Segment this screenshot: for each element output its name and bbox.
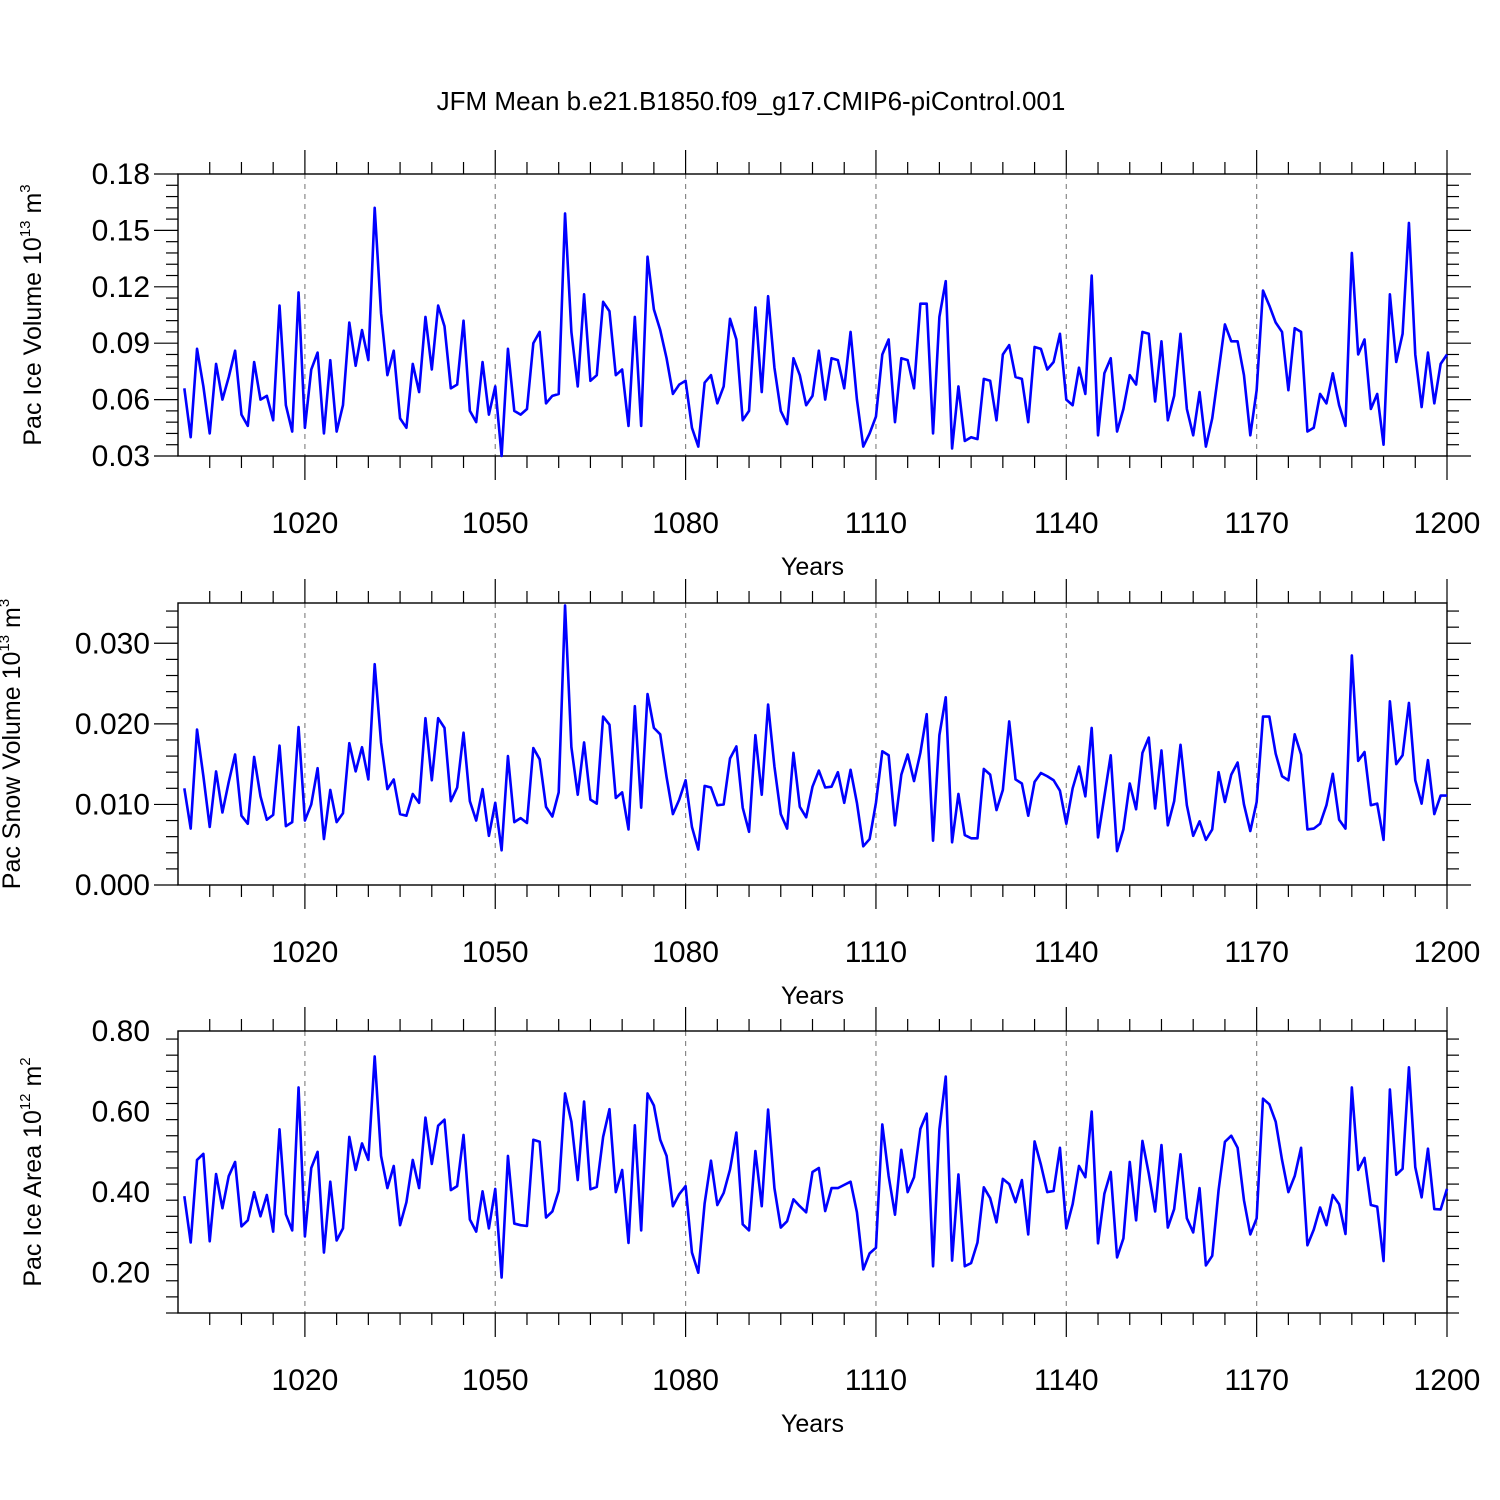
ice-area-y-tick-label: 0.40 — [92, 1176, 150, 1209]
snow-volume-y-tick-label: 0.010 — [75, 788, 150, 821]
ice-volume-y-tick-label: 0.15 — [92, 214, 150, 247]
ice-volume-x-tick-label: 1200 — [1414, 507, 1481, 540]
ice-area-y-tick-label: 0.80 — [92, 1015, 150, 1048]
ice-volume-x-tick-label: 1140 — [1034, 507, 1099, 540]
panel-ice-area: 0.20 0.40 0.60 0.80 1020 1050 1080 1110 1140 1170… — [17, 1007, 1480, 1438]
snow-volume-x-tick-label: 1140 — [1034, 936, 1099, 969]
ice-area-ylabel-unit: m — [19, 1066, 47, 1094]
ice-area-ylabel-unit-power: 2 — [17, 1057, 34, 1065]
ice-area-frame — [177, 1030, 1448, 1314]
ice-volume-x-tick-label: 1170 — [1224, 507, 1289, 540]
ice-area-x-tick-label: 1200 — [1414, 1364, 1481, 1397]
ice-volume-y-tick-label: 0.03 — [92, 440, 150, 473]
snow-volume-y-tick-label: 0.030 — [75, 627, 150, 660]
ice-area-x-tick-label: 1020 — [272, 1364, 339, 1397]
ice-area-x-tick-label: 1110 — [845, 1364, 907, 1397]
ice-volume-x-tick-label: 1050 — [462, 507, 529, 540]
snow-volume-x-tick-label: 1050 — [462, 936, 529, 969]
ice-volume-x-tick-label: 1080 — [652, 507, 719, 540]
snow-volume-ylabel-unit: m — [0, 607, 26, 635]
snow-volume-xlabel: Years — [781, 982, 844, 1010]
snow-volume-x-tick-label: 1080 — [652, 936, 719, 969]
snow-volume-ylabel: Pac Snow Volume 1013 m3 — [0, 599, 26, 889]
ice-area-ylabel-power: 12 — [17, 1093, 34, 1110]
ice-area-x-tick-label: 1080 — [652, 1364, 719, 1397]
ice-area-y-tick-label: 0.20 — [92, 1257, 150, 1290]
figure-title: JFM Mean b.e21.B1850.f09_g17.CMIP6-piCon… — [437, 86, 1066, 116]
ice-volume-series-line — [183, 206, 1449, 458]
ice-area-x-tick-label: 1170 — [1224, 1364, 1289, 1397]
ice-area-ylabel: Pac Ice Area 1012 m2 — [17, 1057, 47, 1286]
snow-volume-frame — [177, 602, 1448, 886]
ice-volume-y-tick-label: 0.18 — [92, 158, 150, 191]
panel-snow-volume: 0.000 0.010 0.020 0.030 1020 1050 1080 1110 1140… — [0, 579, 1480, 1010]
snow-volume-series-line — [183, 604, 1447, 853]
ice-area-series-line — [183, 1055, 1449, 1279]
snow-volume-x-tick-label: 1200 — [1414, 936, 1481, 969]
ice-volume-x-tick-label: 1020 — [272, 507, 339, 540]
ice-volume-y-tick-label: 0.12 — [92, 271, 150, 304]
ice-volume-ylabel-text: Pac Ice Volume 10 — [19, 237, 47, 445]
ice-volume-ylabel-power: 13 — [17, 220, 34, 237]
ice-area-ylabel-text: Pac Ice Area 10 — [19, 1110, 47, 1287]
snow-volume-x-tick-label: 1170 — [1224, 936, 1289, 969]
snow-volume-y-tick-label: 0.000 — [75, 869, 150, 902]
snow-volume-y-tick-label: 0.020 — [75, 708, 150, 741]
ice-volume-x-tick-label: 1110 — [845, 507, 907, 540]
snow-volume-ylabel-power: 13 — [0, 635, 13, 652]
ice-area-y-tick-label: 0.60 — [92, 1096, 150, 1129]
ice-volume-y-tick-label: 0.09 — [92, 327, 150, 360]
ice-volume-ylabel: Pac Ice Volume 1013 m3 — [17, 184, 47, 445]
snow-volume-ylabel-text: Pac Snow Volume 10 — [0, 652, 26, 890]
ice-area-xlabel: Years — [781, 1410, 844, 1438]
ice-volume-y-tick-label: 0.06 — [92, 384, 150, 417]
ice-volume-xlabel: Years — [781, 553, 844, 581]
snow-volume-x-tick-label: 1110 — [845, 936, 907, 969]
ice-area-x-tick-label: 1140 — [1034, 1364, 1099, 1397]
snow-volume-x-tick-label: 1020 — [272, 936, 339, 969]
ice-volume-ylabel-unit-power: 3 — [17, 184, 34, 192]
ice-area-x-tick-label: 1050 — [462, 1364, 529, 1397]
snow-volume-ylabel-unit-power: 3 — [0, 599, 13, 607]
ice-volume-ylabel-unit: m — [19, 193, 47, 221]
ice-volume-frame — [177, 173, 1448, 457]
panel-ice-volume: 0.03 0.06 0.09 0.12 0.15 0.18 1020 1050 1080 1110… — [17, 150, 1480, 581]
